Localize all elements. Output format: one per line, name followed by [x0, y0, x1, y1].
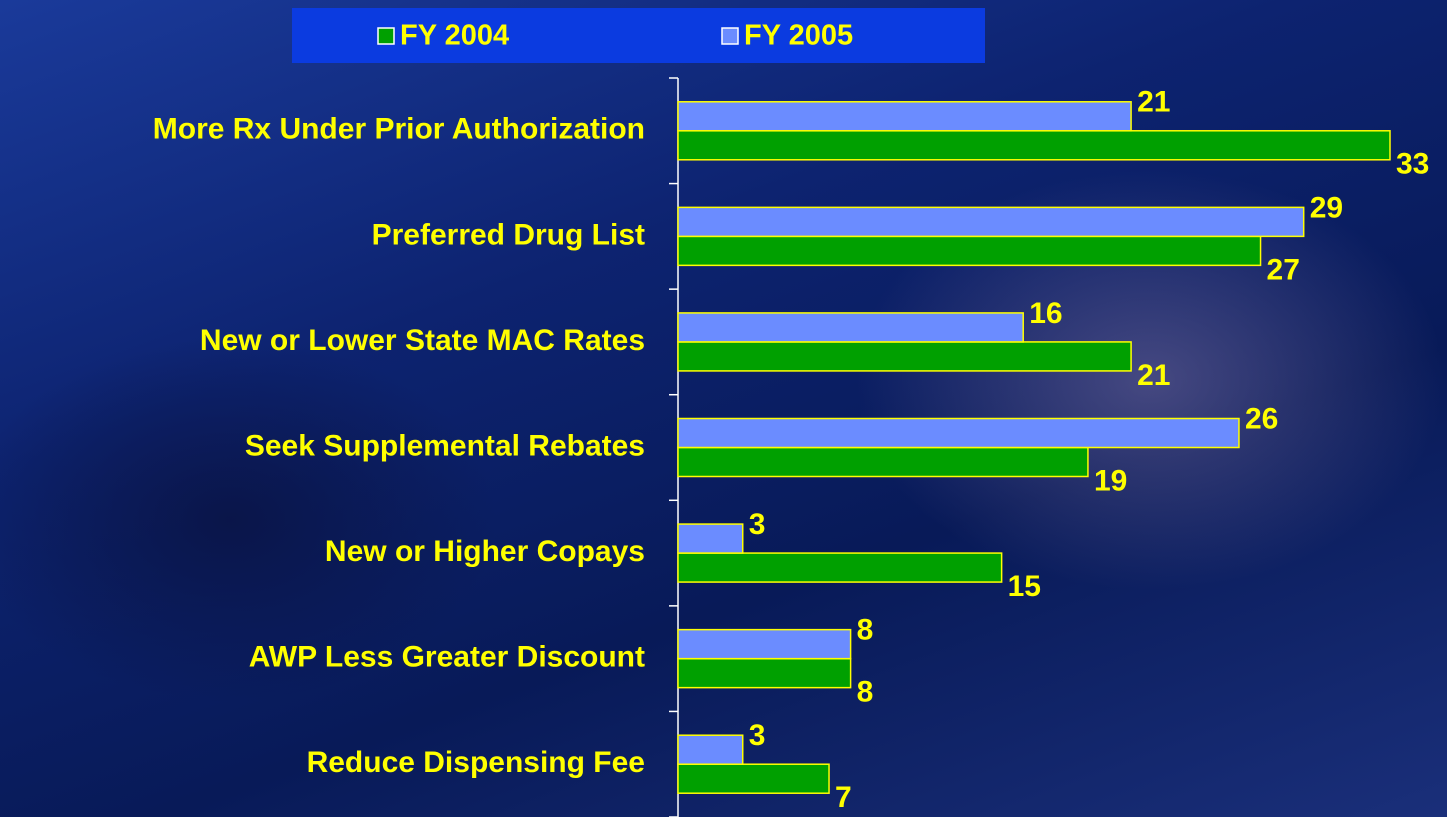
- data-label: 8: [857, 614, 874, 647]
- bar: [678, 313, 1023, 342]
- bar: [678, 659, 851, 688]
- bar: [678, 448, 1088, 477]
- data-label: 27: [1267, 253, 1300, 286]
- legend-box: [292, 8, 985, 63]
- legend-label: FY 2004: [400, 20, 509, 52]
- bar: [678, 207, 1304, 236]
- category-label: Seek Supplemental Rebates: [245, 429, 645, 462]
- data-label: 3: [749, 508, 766, 541]
- category-label: AWP Less Greater Discount: [249, 641, 645, 674]
- data-label: 3: [749, 719, 766, 752]
- chart: FY 2004 FY 2005 More Rx Under Prior Author…: [0, 0, 1447, 817]
- legend-swatch: [378, 28, 394, 44]
- data-label: 7: [835, 781, 852, 814]
- bar: [678, 102, 1131, 131]
- bar: [678, 553, 1002, 582]
- data-label: 16: [1029, 297, 1062, 330]
- data-label: 21: [1137, 86, 1170, 119]
- category-label: New or Lower State MAC Rates: [200, 324, 645, 357]
- data-label: 26: [1245, 402, 1278, 435]
- data-label: 15: [1008, 570, 1041, 603]
- category-label: New or Higher Copays: [325, 535, 645, 568]
- bar: [678, 764, 829, 793]
- bar: [678, 524, 743, 553]
- legend-swatch: [722, 28, 738, 44]
- data-label: 33: [1396, 148, 1429, 181]
- category-label: Reduce Dispensing Fee: [307, 746, 645, 779]
- category-label: Preferred Drug List: [372, 218, 645, 251]
- category-label: More Rx Under Prior Authorization: [153, 113, 645, 146]
- slide: FY 2004 FY 2005 More Rx Under Prior Author…: [0, 0, 1447, 817]
- data-label: 8: [857, 676, 874, 709]
- bar: [678, 131, 1390, 160]
- bar: [678, 735, 743, 764]
- data-label: 19: [1094, 464, 1127, 497]
- data-label: 21: [1137, 359, 1170, 392]
- bar: [678, 236, 1261, 265]
- bar: [678, 342, 1131, 371]
- bar: [678, 419, 1239, 448]
- bar: [678, 630, 851, 659]
- legend-label: FY 2005: [744, 20, 853, 52]
- data-label: 29: [1310, 191, 1343, 224]
